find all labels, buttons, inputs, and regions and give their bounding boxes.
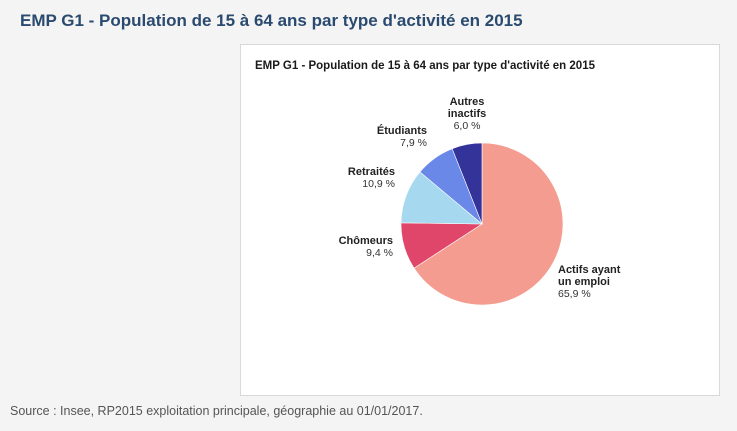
slice-label-name: inactifs bbox=[448, 108, 487, 120]
slice-label-value: 65,9 % bbox=[558, 288, 591, 300]
slice-label-name: Retraités bbox=[348, 166, 395, 178]
source-note: Source : Insee, RP2015 exploitation prin… bbox=[10, 404, 423, 418]
slice-label-value: 6,0 % bbox=[454, 120, 481, 132]
pie-chart: Actifs ayant un emploi 65,9 % Chômeurs 9,4 %… bbox=[339, 96, 621, 306]
slice-label-value: 9,4 % bbox=[366, 247, 393, 259]
slice-label-name: Actifs ayant bbox=[558, 264, 621, 276]
slice-label: Retraités 10,9 % bbox=[348, 166, 395, 190]
slice-label: Chômeurs 9,4 % bbox=[339, 235, 393, 259]
slice-label: Actifs ayant un emploi 65,9 % bbox=[558, 264, 621, 300]
slice-label-name: Étudiants bbox=[377, 124, 427, 137]
slice-label-value: 10,9 % bbox=[362, 178, 395, 190]
slice-label: Étudiants 7,9 % bbox=[377, 124, 427, 149]
pie-slice bbox=[413, 142, 564, 306]
slice-label: Autres inactifs 6,0 % bbox=[448, 96, 487, 132]
slice-label-value: 7,9 % bbox=[400, 137, 427, 149]
chart-title: EMP G1 - Population de 15 à 64 ans par t… bbox=[255, 60, 595, 72]
slice-label-name: Autres bbox=[450, 96, 485, 108]
pie-slice bbox=[451, 142, 483, 225]
page-title: EMP G1 - Population de 15 à 64 ans par t… bbox=[20, 11, 523, 30]
slice-label-name: Chômeurs bbox=[339, 235, 393, 247]
slice-label-name: un emploi bbox=[558, 276, 610, 288]
chart-card: EMP G1 - Population de 15 à 64 ans par t… bbox=[240, 44, 720, 396]
